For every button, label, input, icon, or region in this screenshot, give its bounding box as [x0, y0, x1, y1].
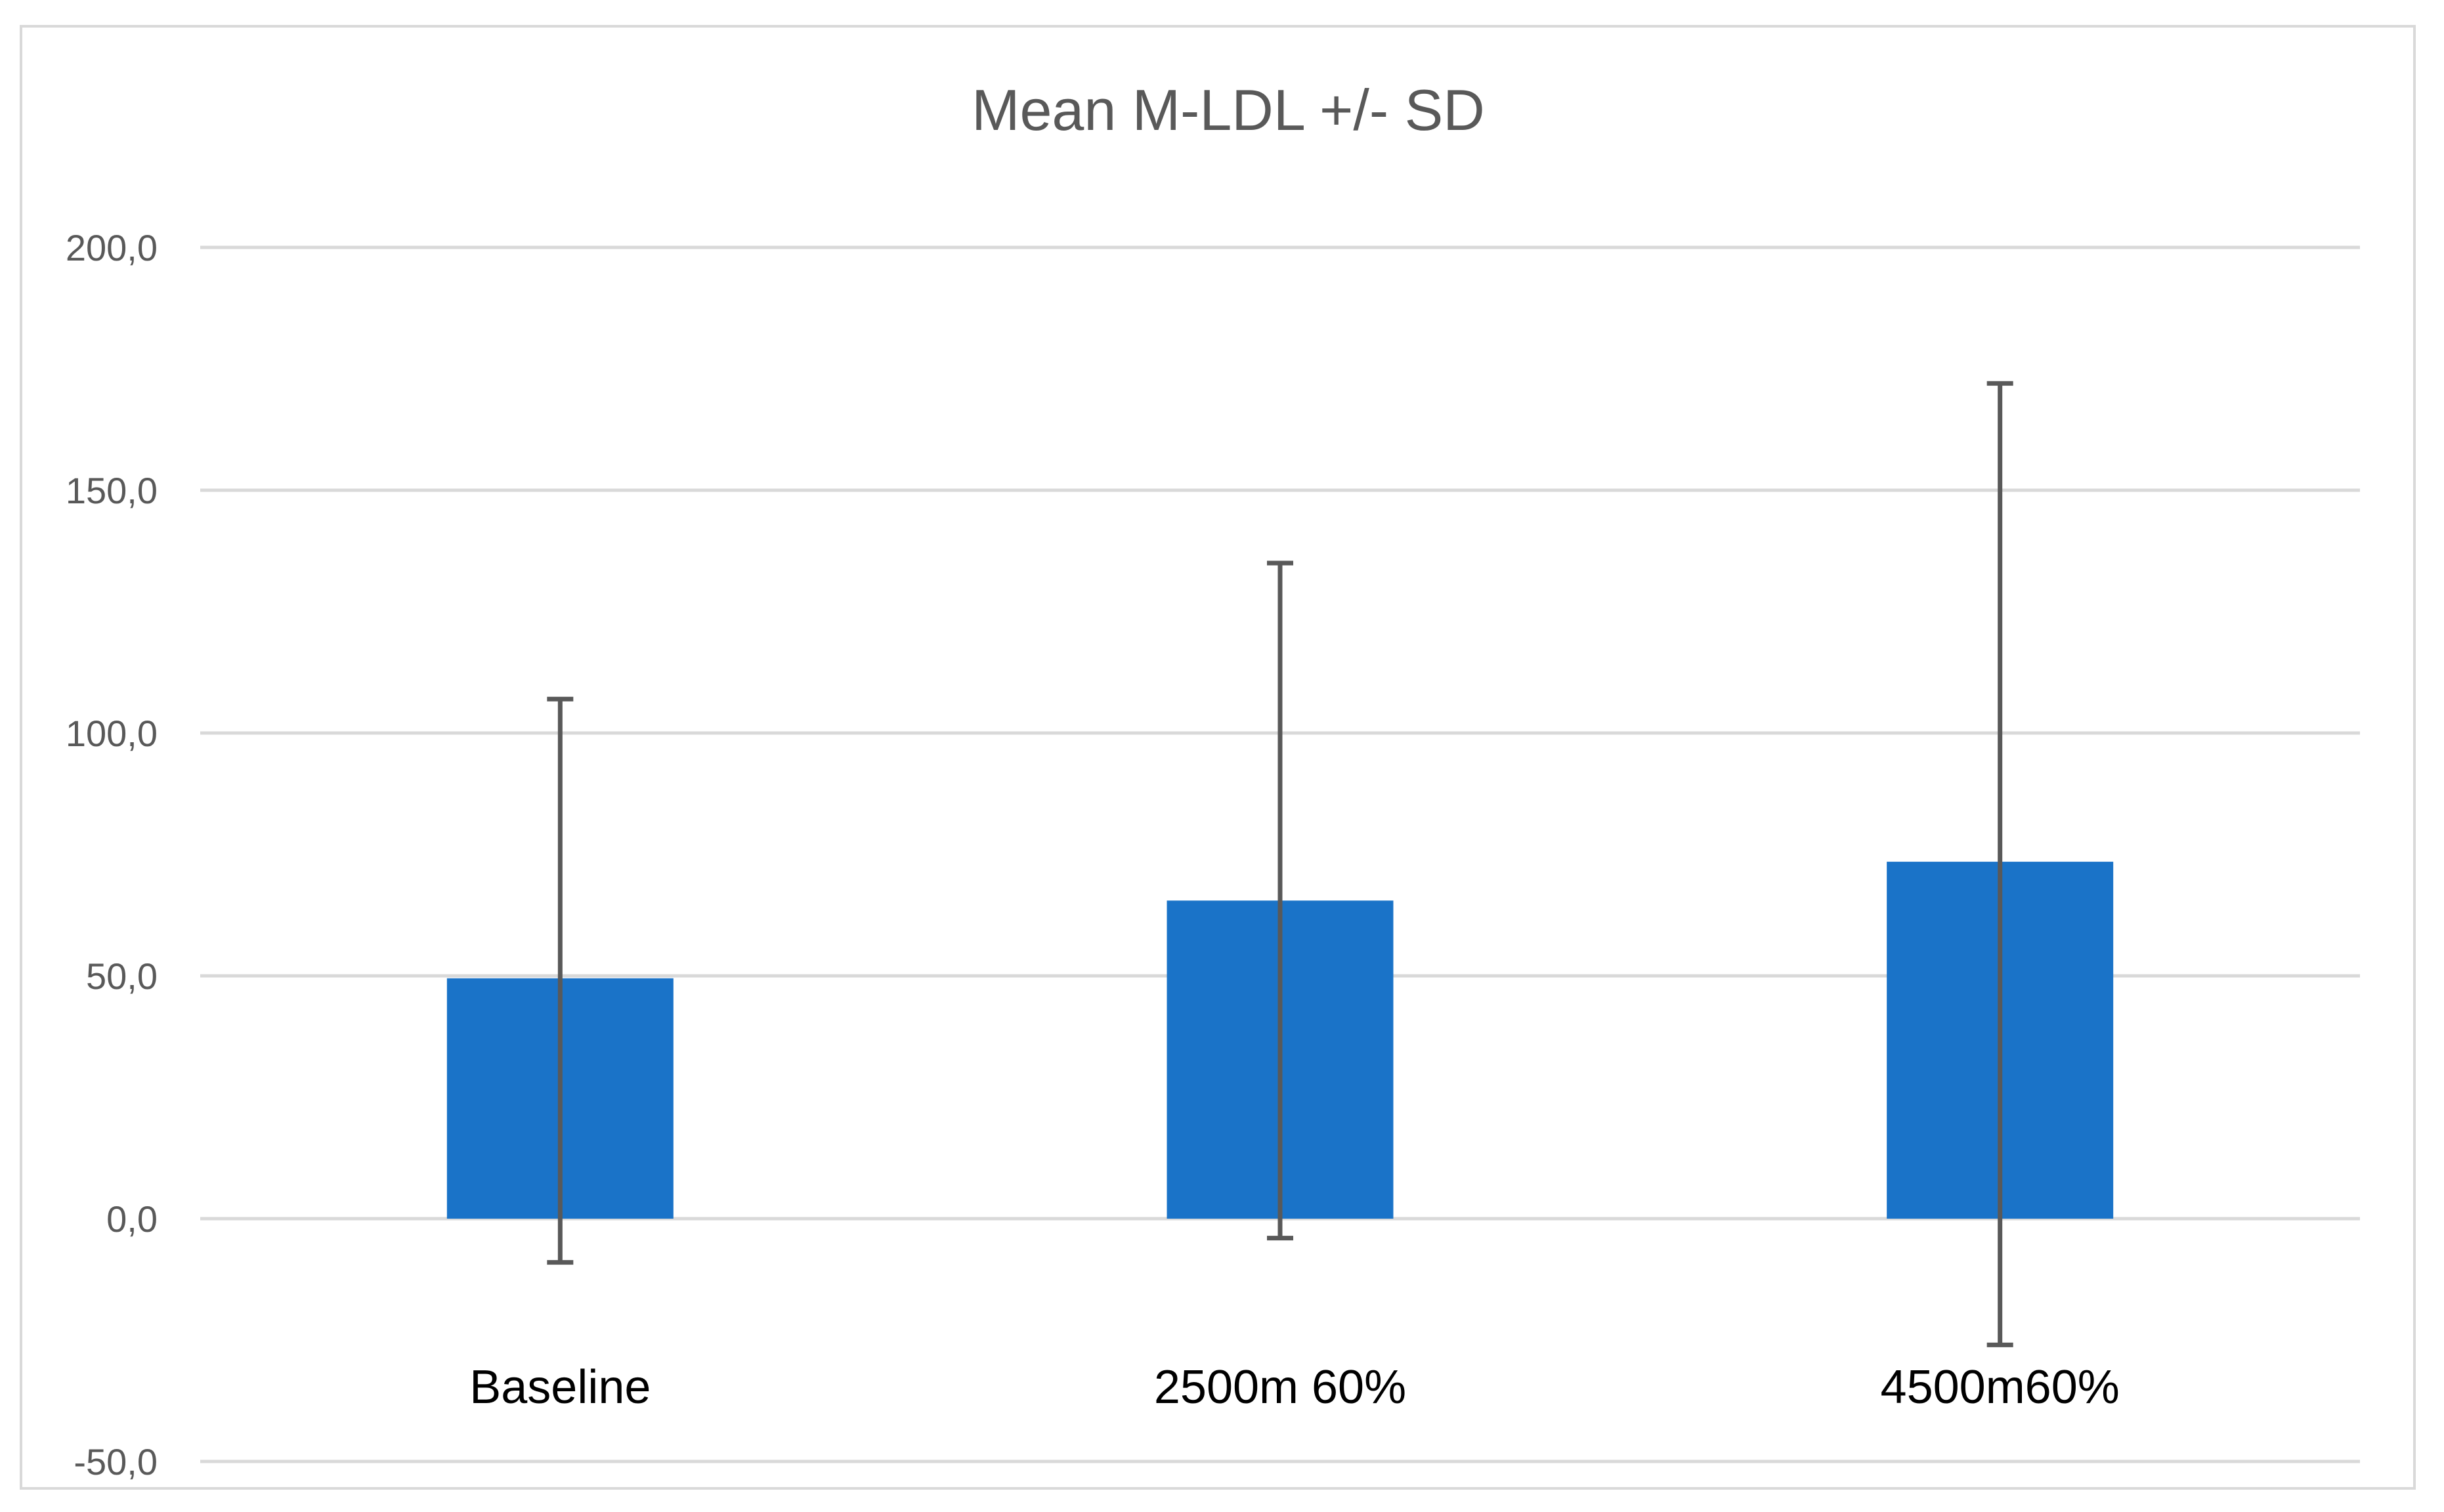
y-tick-label: 150,0 — [66, 470, 158, 511]
y-tick-label: -50,0 — [74, 1441, 158, 1482]
x-axis-ticks: Baseline 2500m 60% 4500m60% — [469, 1361, 2120, 1414]
x-tick-label: Baseline — [469, 1361, 651, 1414]
y-tick-label: 200,0 — [66, 227, 158, 268]
x-tick-label: 2500m 60% — [1154, 1361, 1406, 1414]
error-bars — [547, 381, 2013, 1347]
chart-frame — [20, 25, 2416, 1490]
chart-title: Mean M-LDL +/- SD — [972, 77, 1485, 142]
y-tick-label: 50,0 — [86, 956, 158, 997]
y-axis-ticks: 200,0 150,0 100,0 50,0 0,0 -50,0 — [66, 227, 158, 1482]
x-tick-label: 4500m60% — [1881, 1361, 2120, 1414]
y-tick-label: 100,0 — [66, 713, 158, 754]
y-tick-label: 0,0 — [106, 1198, 158, 1240]
